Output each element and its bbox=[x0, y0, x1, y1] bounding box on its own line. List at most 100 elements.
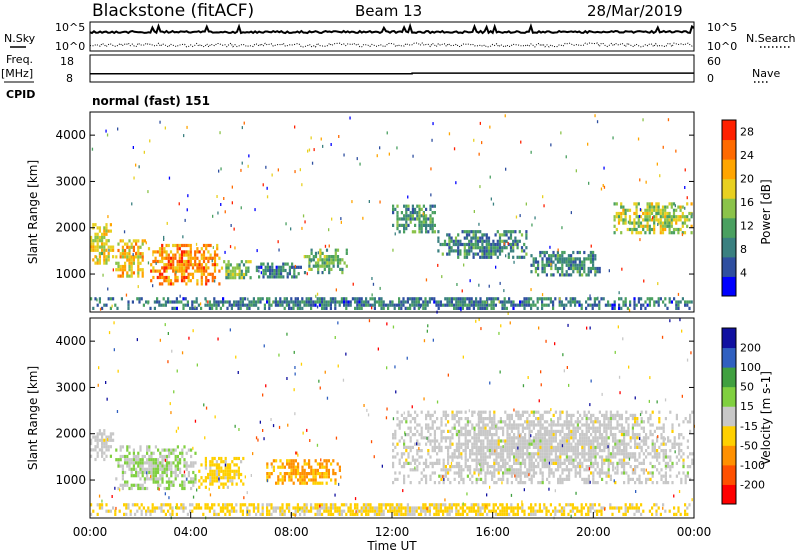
range-cell bbox=[443, 414, 445, 417]
range-cell bbox=[392, 462, 394, 465]
range-cell bbox=[475, 233, 477, 236]
range-cell bbox=[103, 445, 105, 448]
range-cell bbox=[211, 479, 213, 482]
range-cell bbox=[429, 414, 431, 417]
range-cell bbox=[473, 468, 475, 471]
range-cell bbox=[557, 423, 559, 426]
range-cell bbox=[402, 304, 404, 307]
range-cell bbox=[431, 503, 433, 506]
range-cell bbox=[229, 467, 231, 470]
range-cell bbox=[561, 267, 563, 270]
range-cell bbox=[392, 449, 394, 452]
range-cell bbox=[579, 439, 581, 442]
range-cell bbox=[443, 465, 445, 468]
range-cell bbox=[633, 304, 635, 307]
range-cell bbox=[530, 503, 532, 506]
range-cell bbox=[488, 297, 490, 300]
range-cell bbox=[638, 475, 640, 478]
range-cell bbox=[588, 182, 589, 185]
range-cell bbox=[185, 219, 186, 222]
range-cell bbox=[614, 218, 616, 221]
range-cell bbox=[550, 452, 552, 455]
range-cell bbox=[277, 304, 279, 307]
range-cell bbox=[601, 478, 603, 481]
range-cell bbox=[590, 439, 592, 442]
range-cell bbox=[222, 470, 224, 473]
range-cell bbox=[634, 459, 636, 462]
range-cell bbox=[546, 264, 548, 267]
range-cell bbox=[317, 472, 319, 475]
range-cell bbox=[636, 478, 638, 481]
range-cell bbox=[97, 242, 99, 245]
range-cell bbox=[455, 510, 457, 513]
range-cell bbox=[101, 445, 103, 448]
range-cell bbox=[412, 205, 414, 208]
range-cell bbox=[457, 240, 459, 243]
range-cell bbox=[468, 243, 470, 246]
range-cell bbox=[564, 459, 566, 462]
range-cell bbox=[684, 215, 686, 218]
range-cell bbox=[166, 279, 168, 282]
range-cell bbox=[537, 462, 539, 465]
range-cell bbox=[583, 436, 585, 439]
range-cell bbox=[653, 206, 655, 209]
range-cell bbox=[559, 465, 561, 468]
range-cell bbox=[521, 506, 523, 509]
range-cell bbox=[530, 510, 532, 513]
range-cell bbox=[660, 225, 662, 228]
range-cell bbox=[142, 468, 144, 471]
range-cell bbox=[171, 506, 173, 509]
range-cell bbox=[416, 439, 418, 442]
range-cell bbox=[664, 228, 666, 231]
range-cell bbox=[427, 452, 429, 455]
range-cell bbox=[403, 224, 405, 227]
range-cell bbox=[476, 439, 478, 442]
range-cell bbox=[165, 300, 167, 303]
range-cell bbox=[115, 458, 117, 461]
range-cell bbox=[177, 468, 179, 471]
range-cell bbox=[174, 300, 176, 303]
range-cell bbox=[356, 503, 358, 506]
range-cell bbox=[590, 443, 592, 446]
range-cell bbox=[369, 297, 371, 300]
range-cell bbox=[354, 297, 356, 300]
range-cell bbox=[479, 307, 481, 310]
range-cell bbox=[487, 433, 489, 436]
range-cell bbox=[669, 475, 671, 478]
range-cell bbox=[236, 273, 238, 276]
range-cell bbox=[322, 258, 324, 261]
range-cell bbox=[97, 262, 99, 265]
range-cell bbox=[297, 510, 299, 513]
range-cell bbox=[192, 276, 194, 279]
range-cell bbox=[638, 225, 640, 228]
range-cell bbox=[429, 443, 431, 446]
range-cell bbox=[429, 214, 431, 217]
range-cell bbox=[440, 423, 442, 426]
range-cell bbox=[405, 227, 407, 230]
range-cell bbox=[500, 420, 502, 423]
range-cell bbox=[684, 218, 686, 221]
range-cell bbox=[172, 461, 174, 464]
range-cell bbox=[269, 269, 271, 272]
range-cell bbox=[594, 459, 596, 462]
range-cell bbox=[482, 465, 484, 468]
range-cell bbox=[282, 462, 284, 465]
range-cell bbox=[229, 300, 231, 303]
range-cell bbox=[533, 443, 535, 446]
range-cell bbox=[227, 486, 229, 489]
range-cell bbox=[317, 513, 319, 516]
range-cell bbox=[240, 506, 242, 509]
range-cell bbox=[557, 270, 559, 273]
range-cell bbox=[310, 503, 312, 506]
range-cell bbox=[155, 461, 157, 464]
range-cell bbox=[619, 414, 621, 417]
range-cell bbox=[291, 266, 293, 269]
range-cell bbox=[135, 461, 137, 464]
range-cell bbox=[674, 443, 676, 446]
range-cell bbox=[682, 459, 684, 462]
range-cell bbox=[192, 461, 194, 464]
range-cell bbox=[132, 300, 134, 303]
range-cell bbox=[128, 468, 130, 471]
range-cell bbox=[218, 282, 220, 285]
range-cell bbox=[533, 446, 535, 449]
